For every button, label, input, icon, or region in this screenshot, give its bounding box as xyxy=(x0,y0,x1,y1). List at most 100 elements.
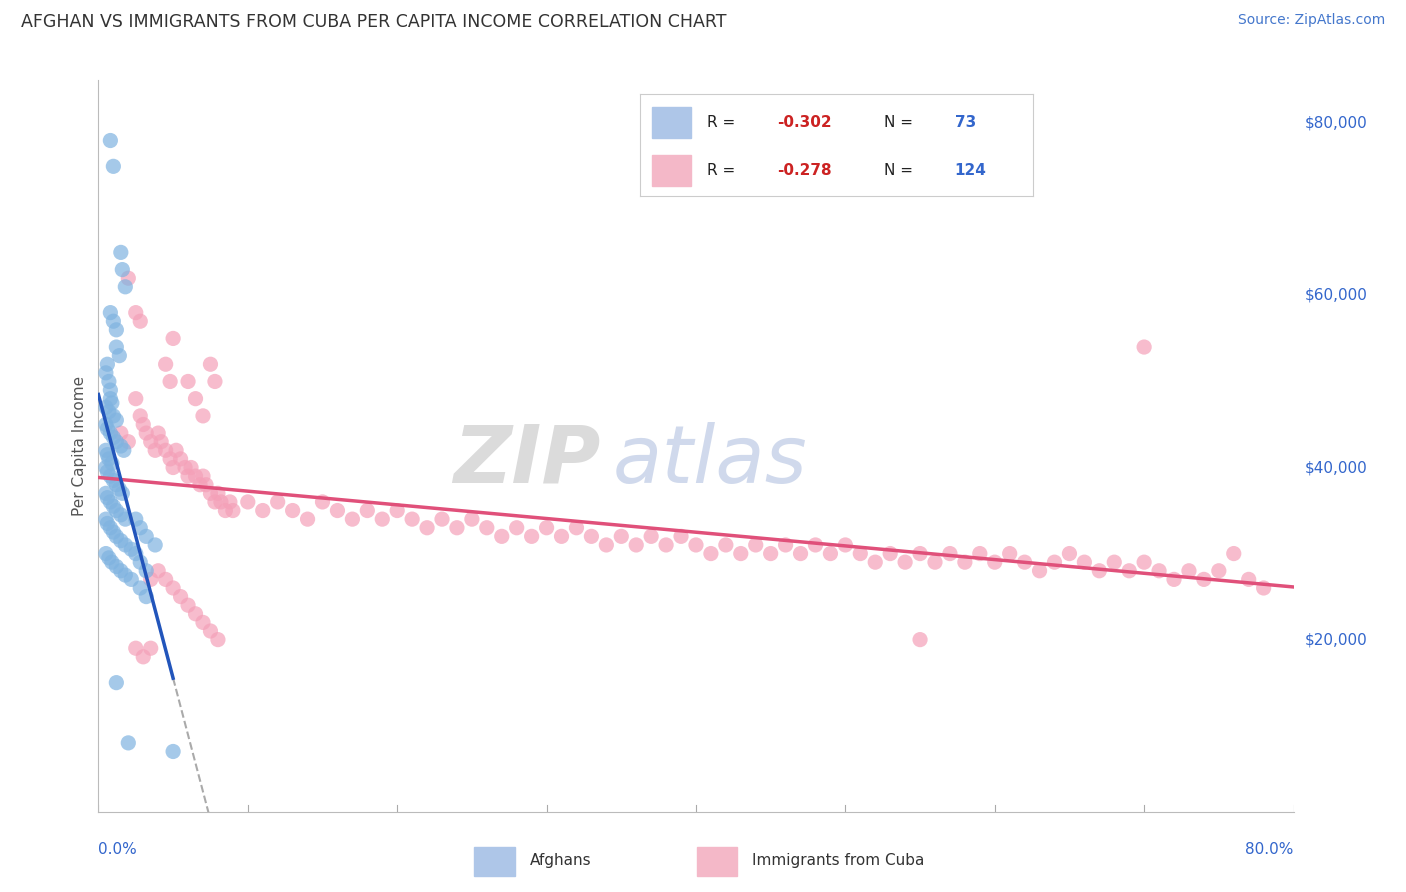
Point xyxy=(1208,564,1230,578)
Point xyxy=(110,508,132,522)
Point xyxy=(117,434,139,449)
Point xyxy=(125,547,148,561)
Point xyxy=(135,529,157,543)
Point xyxy=(200,624,222,638)
Point xyxy=(114,512,136,526)
Point xyxy=(101,555,124,569)
Point xyxy=(159,451,181,466)
Point xyxy=(879,547,901,561)
Point xyxy=(624,538,647,552)
Point xyxy=(96,357,118,371)
Point xyxy=(108,349,131,363)
Point xyxy=(820,547,842,561)
FancyBboxPatch shape xyxy=(474,847,515,876)
Text: 124: 124 xyxy=(955,163,987,178)
Text: 80.0%: 80.0% xyxy=(1246,842,1294,857)
Point xyxy=(143,538,166,552)
Point xyxy=(97,550,120,565)
Y-axis label: Per Capita Income: Per Capita Income xyxy=(72,376,87,516)
Point xyxy=(96,516,118,531)
Point xyxy=(103,474,125,488)
Point xyxy=(789,547,811,561)
Point xyxy=(1237,573,1260,587)
Point xyxy=(430,512,453,526)
Point xyxy=(207,486,229,500)
Point xyxy=(129,409,152,423)
Point xyxy=(1133,340,1156,354)
Point xyxy=(125,641,148,656)
Point xyxy=(849,547,872,561)
Point xyxy=(177,469,200,483)
Point xyxy=(114,280,136,294)
Point xyxy=(96,448,118,462)
Point xyxy=(865,555,887,569)
Point xyxy=(105,434,128,449)
Point xyxy=(236,495,259,509)
Point xyxy=(491,529,513,543)
Point xyxy=(714,538,737,552)
Point xyxy=(129,314,152,328)
Point xyxy=(120,542,142,557)
Point xyxy=(191,409,214,423)
Point xyxy=(94,366,117,380)
Point xyxy=(700,547,723,561)
Point xyxy=(148,426,170,441)
Point xyxy=(1223,547,1246,561)
Point xyxy=(96,491,118,505)
Point xyxy=(908,632,931,647)
Point xyxy=(96,422,118,436)
Point xyxy=(207,632,229,647)
Point xyxy=(184,607,207,621)
Point xyxy=(169,590,191,604)
Point xyxy=(401,512,423,526)
Point xyxy=(1028,564,1050,578)
FancyBboxPatch shape xyxy=(651,107,690,137)
Point xyxy=(132,649,155,664)
Point xyxy=(565,521,588,535)
Point xyxy=(103,500,125,514)
Point xyxy=(110,426,132,441)
Point xyxy=(105,340,128,354)
Point xyxy=(685,538,707,552)
Point xyxy=(117,736,139,750)
Point xyxy=(759,547,782,561)
Point xyxy=(155,443,177,458)
Point xyxy=(114,538,136,552)
Text: $40,000: $40,000 xyxy=(1305,460,1368,475)
Point xyxy=(110,564,132,578)
Point xyxy=(98,495,122,509)
Point xyxy=(110,439,132,453)
FancyBboxPatch shape xyxy=(651,155,690,186)
Point xyxy=(98,305,122,319)
Point xyxy=(191,615,214,630)
Point xyxy=(908,547,931,561)
Point xyxy=(110,245,132,260)
Point xyxy=(94,443,117,458)
Point xyxy=(983,555,1005,569)
Point xyxy=(101,456,124,470)
Text: N =: N = xyxy=(884,115,912,130)
Point xyxy=(1192,573,1215,587)
Text: -0.302: -0.302 xyxy=(778,115,832,130)
Point xyxy=(214,503,236,517)
Point xyxy=(105,413,128,427)
Point xyxy=(135,564,157,578)
Point xyxy=(129,581,152,595)
Point xyxy=(94,547,117,561)
Point xyxy=(94,486,117,500)
Point xyxy=(1073,555,1095,569)
Point xyxy=(267,495,290,509)
Point xyxy=(159,375,181,389)
Point xyxy=(169,451,191,466)
Point xyxy=(174,460,197,475)
Point xyxy=(669,529,692,543)
Point xyxy=(105,529,128,543)
Point xyxy=(98,469,122,483)
Text: $60,000: $60,000 xyxy=(1305,288,1368,303)
Point xyxy=(162,331,184,345)
Point xyxy=(148,564,170,578)
Point xyxy=(98,521,122,535)
Point xyxy=(105,503,128,517)
Point xyxy=(135,590,157,604)
Point xyxy=(94,417,117,432)
